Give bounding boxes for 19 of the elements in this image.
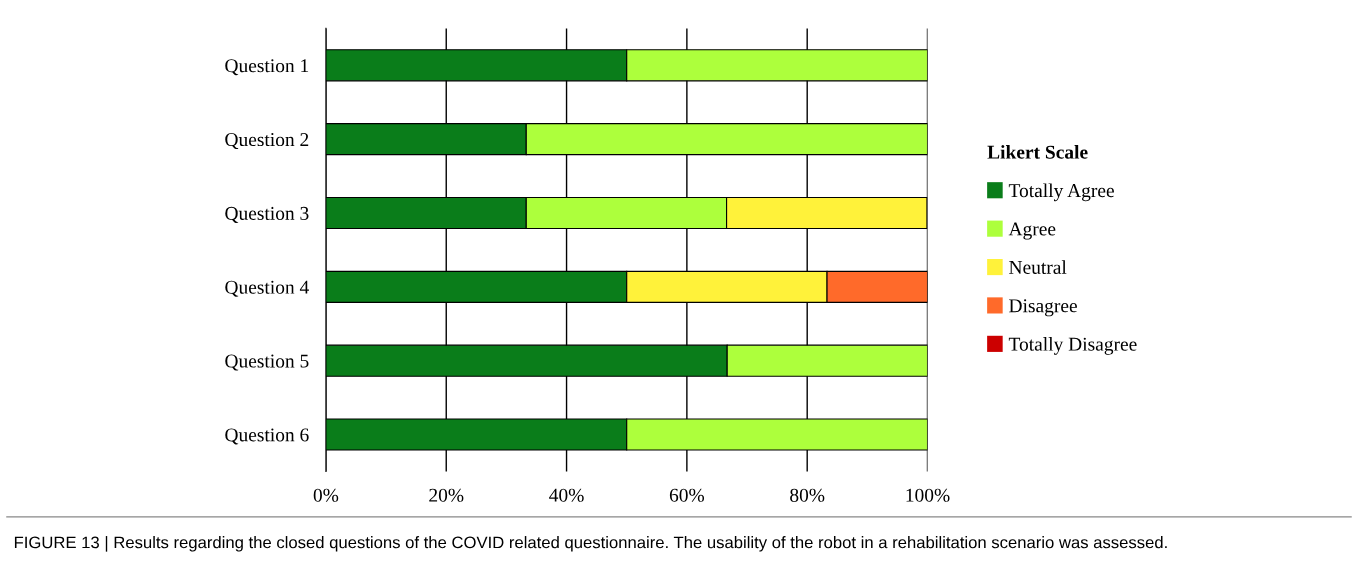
y-tick-label: Question 3 [225,206,309,223]
x-tick-label: 0% [313,488,339,502]
y-tick-label: Question 1 [225,59,309,76]
legend-label: Neutral [1009,260,1067,274]
legend-label: Totally Agree [1008,183,1114,202]
legend-label: Disagree [1009,299,1077,317]
y-tick-label: Question 2 [225,133,309,150]
x-tick-label: 80% [790,488,825,502]
y-tick-label: Question 5 [225,354,309,371]
y-tick-label: Question 6 [225,428,309,445]
legend-label: Agree [1008,222,1056,240]
legend-title: Likert Scale [987,145,1088,159]
x-tick-label: 100% [906,488,950,502]
caption: FIGURE 13 | Results regarding the closed questions of the COVID related questionnaire. The usability of the robot in a rehabilitation scenario was assessed. [14,536,1167,552]
x-tick-label: 40% [549,488,584,502]
legend-label: Totally Disagree [1008,337,1137,355]
x-tick-label: 60% [669,488,705,502]
x-tick-label: 20% [429,488,464,502]
y-tick-label: Question 4 [225,280,309,297]
